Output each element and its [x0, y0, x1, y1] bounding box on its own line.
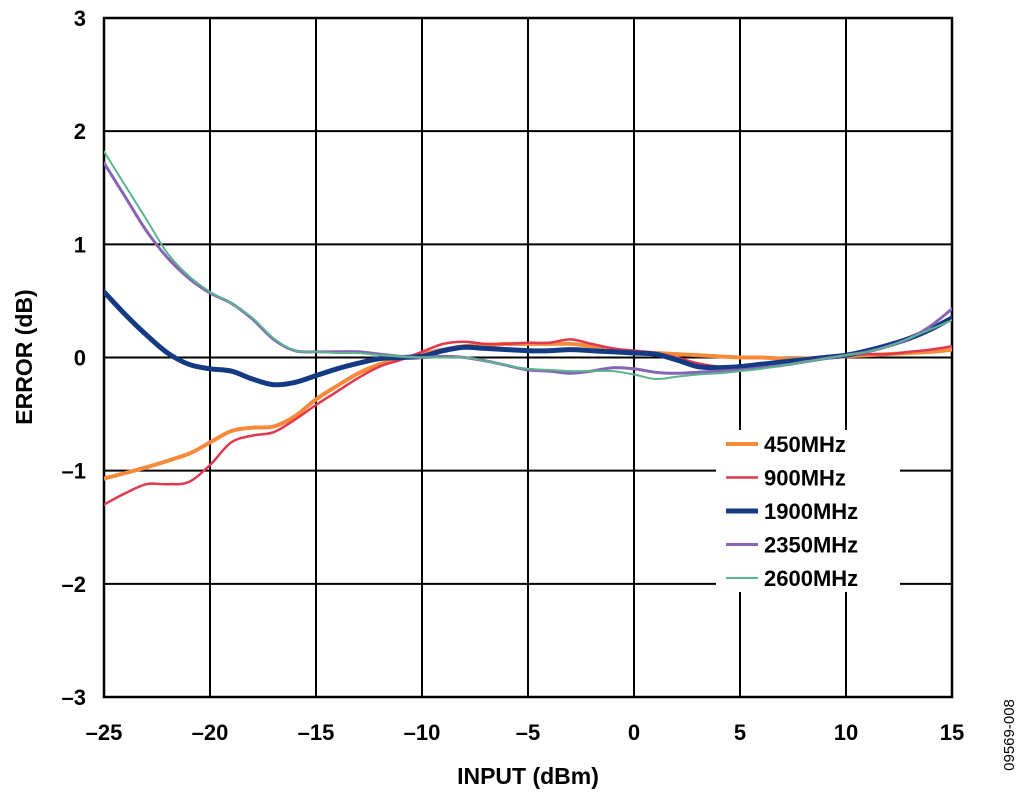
y-tick-label: 1	[74, 232, 86, 257]
series-line-1900MHz	[104, 289, 952, 388]
legend: 450MHz 900MHz 1900MHz 2350MHz 2600MHz	[716, 430, 900, 592]
x-tick-label: 10	[834, 720, 858, 745]
legend-label: 2600MHz	[764, 566, 858, 591]
y-tick-label: –3	[62, 685, 86, 710]
legend-label: 450MHz	[764, 432, 846, 457]
y-axis-label: ERROR (dB)	[11, 289, 37, 424]
legend-label: 1900MHz	[764, 499, 858, 524]
x-tick-label: 5	[734, 720, 746, 745]
y-tick-label: 2	[74, 119, 86, 144]
figure-id: 09569-008	[1001, 699, 1018, 771]
x-tick-label: –5	[516, 720, 540, 745]
series-layer	[104, 150, 952, 506]
legend-label: 900MHz	[764, 466, 846, 491]
y-tick-label: 0	[74, 346, 86, 371]
y-tick-label: 3	[74, 6, 86, 31]
x-tick-label: 15	[940, 720, 964, 745]
y-tick-label: –2	[62, 572, 86, 597]
x-tick-label: –10	[404, 720, 441, 745]
x-tick-label: 0	[628, 720, 640, 745]
x-tick-label: –15	[298, 720, 335, 745]
x-tick-label: –20	[192, 720, 229, 745]
x-axis-label: INPUT (dBm)	[457, 763, 599, 789]
x-tick-label: –25	[86, 720, 123, 745]
legend-label: 2350MHz	[764, 533, 858, 558]
plot-frame	[102, 16, 954, 699]
y-tick-label: –1	[62, 459, 86, 484]
series-line-2600MHz	[104, 150, 952, 381]
